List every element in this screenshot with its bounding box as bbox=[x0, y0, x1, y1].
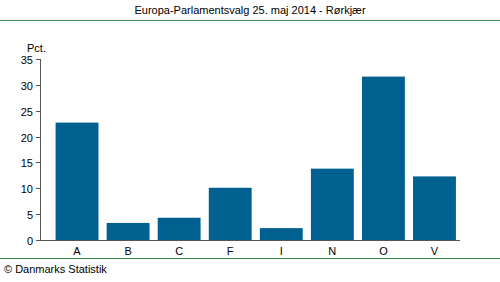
y-tick-label: 30 bbox=[21, 80, 33, 92]
y-tick bbox=[36, 137, 40, 138]
y-tick bbox=[36, 59, 40, 60]
y-tick bbox=[36, 85, 40, 86]
x-tick-label: A bbox=[73, 245, 81, 257]
x-tick-label: F bbox=[227, 245, 234, 257]
y-tick-label: 15 bbox=[21, 157, 33, 169]
y-axis bbox=[40, 59, 41, 240]
x-tick-label: B bbox=[124, 245, 131, 257]
y-tick-label: 35 bbox=[21, 54, 33, 66]
bar bbox=[311, 169, 354, 240]
bar bbox=[362, 77, 405, 240]
bar bbox=[107, 223, 150, 240]
bars bbox=[56, 77, 456, 240]
y-tick bbox=[36, 214, 40, 215]
y-tick-label: 10 bbox=[21, 183, 33, 195]
x-axis bbox=[40, 240, 460, 241]
x-tick-label: N bbox=[328, 245, 336, 257]
bar bbox=[158, 218, 201, 240]
source: © Danmarks Statistik bbox=[4, 263, 107, 275]
bar bbox=[56, 123, 99, 240]
title-rule bbox=[0, 20, 500, 21]
y-tick-label: 0 bbox=[27, 235, 33, 247]
footer-rule bbox=[0, 258, 500, 259]
y-label: Pct. bbox=[27, 42, 46, 54]
chart: Europa-Parlamentsvalg 25. maj 2014 - Rør… bbox=[0, 0, 500, 282]
bar bbox=[209, 188, 252, 240]
bar bbox=[260, 228, 303, 240]
y-tick bbox=[36, 111, 40, 112]
y-tick bbox=[36, 240, 40, 241]
y-tick-label: 5 bbox=[27, 209, 33, 221]
title: Europa-Parlamentsvalg 25. maj 2014 - Rør… bbox=[134, 4, 365, 16]
x-tick-label: V bbox=[431, 245, 439, 257]
x-tick-label: O bbox=[379, 245, 388, 257]
x-tick-label: I bbox=[280, 245, 283, 257]
y-tick bbox=[36, 188, 40, 189]
y-tick bbox=[36, 162, 40, 163]
y-tick-label: 25 bbox=[21, 106, 33, 118]
x-tick-label: C bbox=[175, 245, 183, 257]
bar bbox=[413, 176, 456, 240]
y-tick-label: 20 bbox=[21, 132, 33, 144]
